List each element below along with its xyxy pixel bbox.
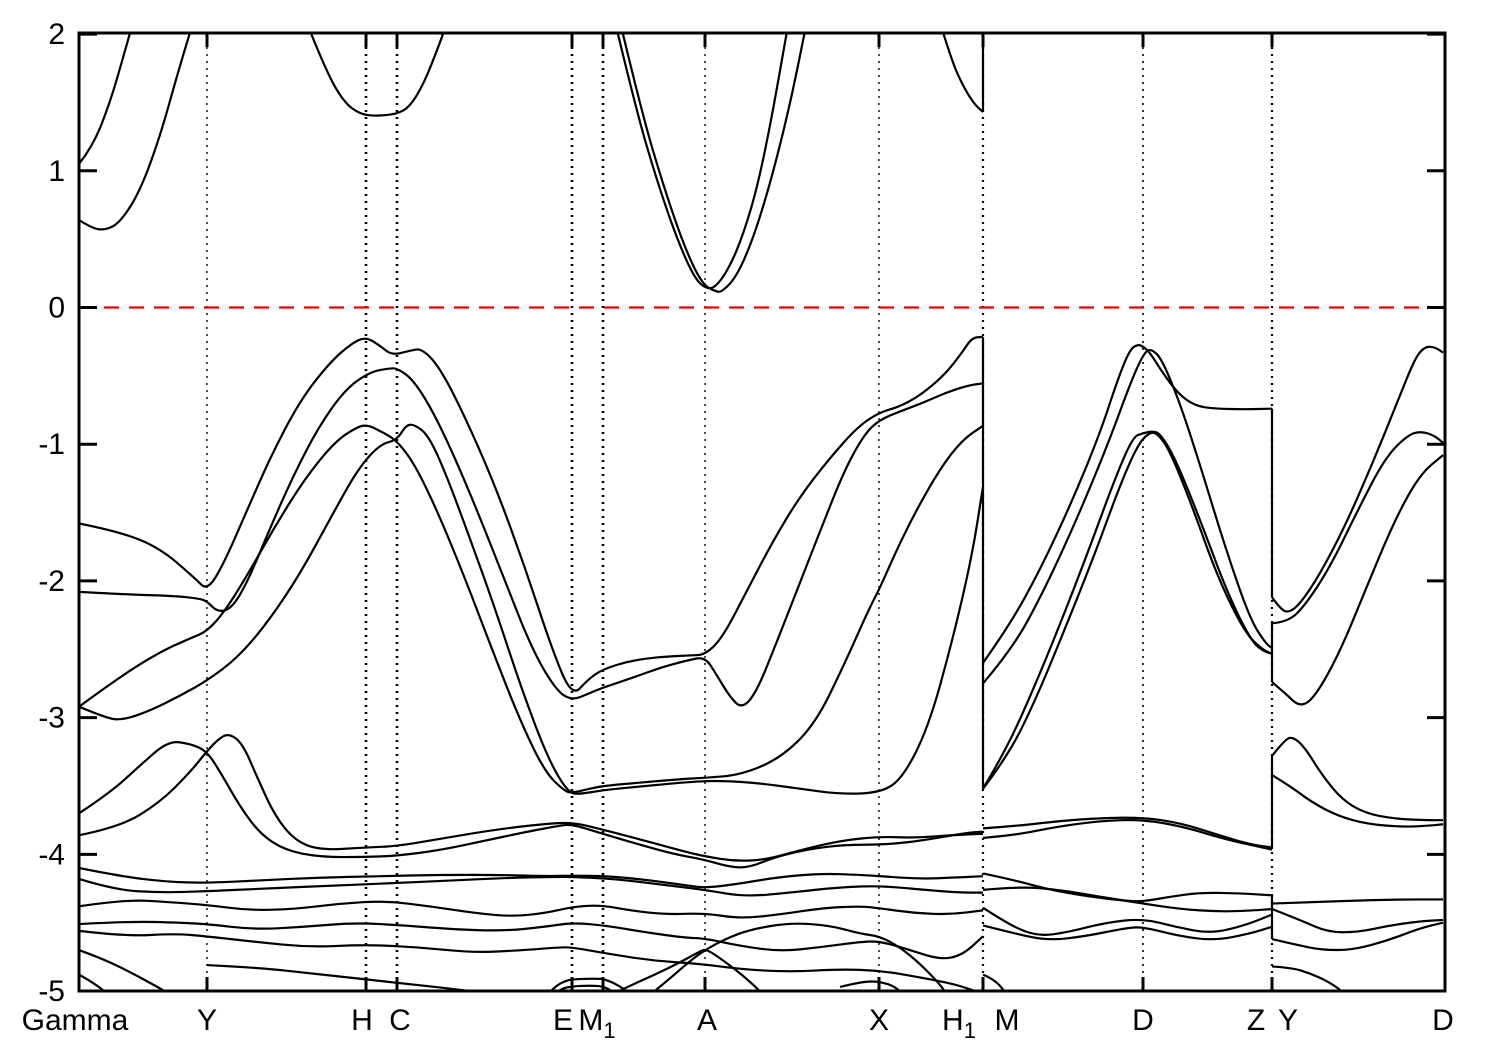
k-label-D: D <box>1132 1004 1154 1037</box>
k-label-X: X <box>869 1004 889 1037</box>
band-line-val-3 <box>79 424 984 794</box>
band-line-cond-A-parabola-2 <box>621 33 806 293</box>
y-tick-label: -2 <box>38 565 65 598</box>
band-line-YD-mid-b <box>1271 774 1444 828</box>
band-line-flat-5 <box>79 899 984 919</box>
k-label-Y: Y <box>1278 1004 1298 1037</box>
y-tick-label: 1 <box>48 155 65 188</box>
band-line-flat-7 <box>79 929 979 991</box>
band-line-MDZ-low-b <box>982 886 1273 913</box>
band-line-cond-gamma-1 <box>79 33 132 165</box>
band-line-MDZ-top-b <box>982 348 1273 685</box>
band-line-MDZ-mid-a <box>982 430 1273 790</box>
k-label-E: E <box>553 1004 573 1037</box>
k-label-A: A <box>697 1004 717 1037</box>
band-line-cond-H1-dip <box>942 33 984 113</box>
band-line-arc-X-bottom <box>839 980 901 991</box>
y-tick-label: 2 <box>48 18 65 51</box>
band-line-cond-HC-valley <box>309 33 445 117</box>
band-line-MDZ-flat-b <box>982 818 1273 851</box>
band-line-MDZ-low-d <box>982 924 1273 941</box>
y-tick-label: -5 <box>38 975 65 1008</box>
band-line-YD-top-c <box>1271 454 1444 706</box>
k-label-C: C <box>389 1004 411 1037</box>
k-label-Y: Y <box>197 1004 217 1037</box>
band-line-YD-mid-a <box>1271 736 1443 822</box>
band-line-MDZ-flat-a <box>982 816 1273 849</box>
band-line-flat-1 <box>79 741 984 869</box>
plot-frame <box>77 31 1447 993</box>
k-label-H: H <box>351 1004 373 1037</box>
y-tick-label: 0 <box>48 292 65 325</box>
y-tick-label: -4 <box>38 838 65 871</box>
k-label-Gamma: Gamma <box>22 1004 129 1037</box>
k-label-M: M <box>995 1004 1020 1037</box>
band-line-YD-top-b <box>1271 431 1444 625</box>
y-tick-label: -1 <box>38 428 65 461</box>
k-label-Z: Z <box>1247 1004 1265 1037</box>
band-line-val-4 <box>79 423 985 795</box>
k-label-D: D <box>1432 1004 1454 1037</box>
band-line-flat-3 <box>79 866 984 889</box>
band-line-MDZ-low-c <box>982 906 1273 936</box>
bands-group <box>79 33 1444 991</box>
band-line-flat-6 <box>79 920 984 960</box>
band-line-YD-top-a <box>1271 345 1444 613</box>
band-line-arc-YH-bottom <box>206 963 478 991</box>
y-tick-label: -3 <box>38 702 65 735</box>
band-line-cond-A-parabola-1 <box>616 33 788 290</box>
band-line-MDZ-top-a <box>982 344 1273 664</box>
band-line-pocket-EM1-a <box>549 977 628 991</box>
band-line-flat-2 <box>79 734 984 862</box>
band-line-flat-4 <box>79 875 983 897</box>
band-line-cond-gamma-2 <box>79 33 192 231</box>
band-line-YD-low-b <box>1271 907 1444 934</box>
band-line-YD-low-c <box>1271 921 1444 952</box>
band-line-MDZ-mid-b <box>982 431 1273 790</box>
band-line-rise-A-b <box>652 922 946 991</box>
band-line-rise-A-a <box>616 948 761 991</box>
band-line-val-1 <box>79 335 984 692</box>
band-line-arc-M-bottom <box>982 973 1006 991</box>
band-line-YD-low-a <box>1271 898 1443 905</box>
